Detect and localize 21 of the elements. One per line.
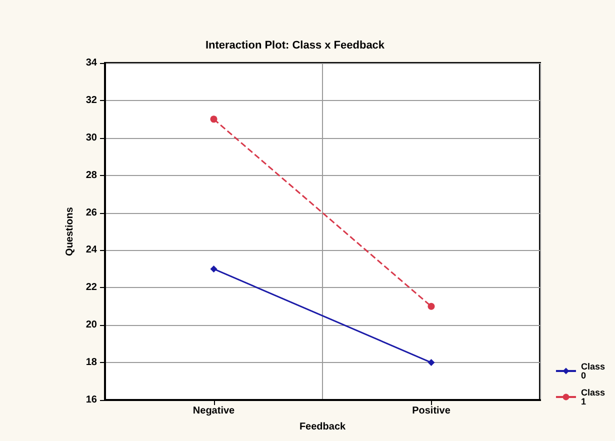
- point: [428, 359, 435, 366]
- y-tick-label: 32: [86, 94, 98, 106]
- y-tick-label: 18: [86, 357, 98, 368]
- y-tick-label: 16: [86, 394, 98, 406]
- point: [210, 116, 218, 123]
- y-tick-label: 26: [86, 207, 98, 218]
- legend-label: Class 1: [580, 388, 606, 406]
- point: [210, 265, 218, 272]
- x-tick-label: Negative: [192, 406, 236, 416]
- x-axis-title: Feedback: [299, 422, 346, 432]
- x-tick-label: Positive: [412, 406, 451, 416]
- chart-title: Interaction Plot: Class x Feedback: [205, 40, 386, 52]
- point: [428, 302, 435, 310]
- y-tick-label: 30: [86, 132, 98, 144]
- y-tick-label: 28: [86, 170, 98, 181]
- y-tick-label: 20: [86, 320, 98, 331]
- y-tick-label: 34: [86, 58, 98, 68]
- legend-label: Class 0: [580, 362, 606, 380]
- y-axis-title: Questions: [64, 206, 76, 256]
- y-tick-label: 22: [86, 282, 98, 294]
- y-tick-label: 24: [86, 244, 98, 256]
